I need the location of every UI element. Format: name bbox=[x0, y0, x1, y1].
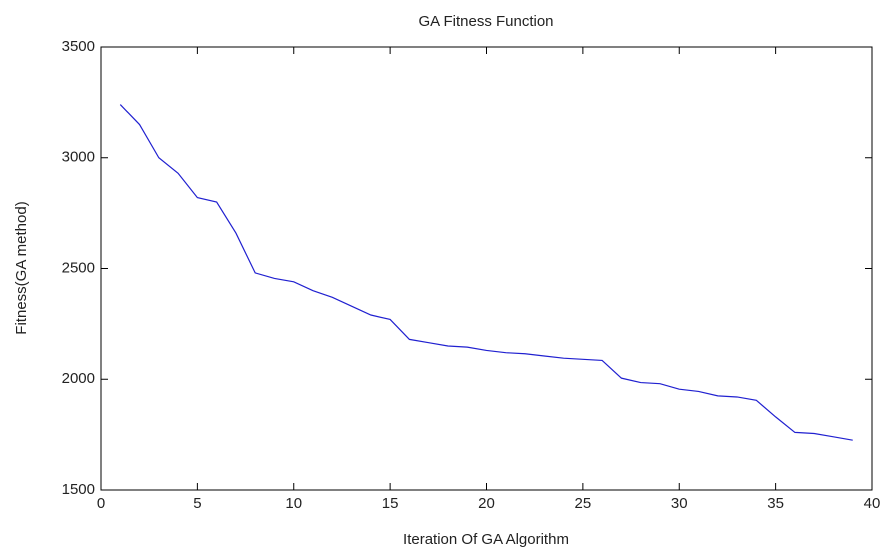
y-tick-label: 2500 bbox=[62, 259, 95, 276]
x-tick-label: 30 bbox=[671, 495, 688, 512]
y-tick-label: 1500 bbox=[62, 481, 95, 498]
x-tick-label: 40 bbox=[864, 495, 881, 512]
chart-title: GA Fitness Function bbox=[418, 13, 553, 30]
x-tick-label: 15 bbox=[382, 495, 399, 512]
x-axis-label: Iteration Of GA Algorithm bbox=[403, 531, 569, 548]
x-tick-label: 10 bbox=[285, 495, 302, 512]
x-tick-label: 20 bbox=[478, 495, 495, 512]
x-tick-label: 5 bbox=[193, 495, 201, 512]
y-tick-label: 3000 bbox=[62, 149, 95, 166]
y-tick-label: 3500 bbox=[62, 38, 95, 55]
x-tick-label: 25 bbox=[575, 495, 592, 512]
line bbox=[119, 104, 853, 441]
y-axis-label: Fitness(GA method) bbox=[13, 201, 30, 334]
x-tick-label: 0 bbox=[97, 495, 105, 512]
y-tick-label: 2000 bbox=[62, 370, 95, 387]
x-tick-label: 35 bbox=[767, 495, 784, 512]
